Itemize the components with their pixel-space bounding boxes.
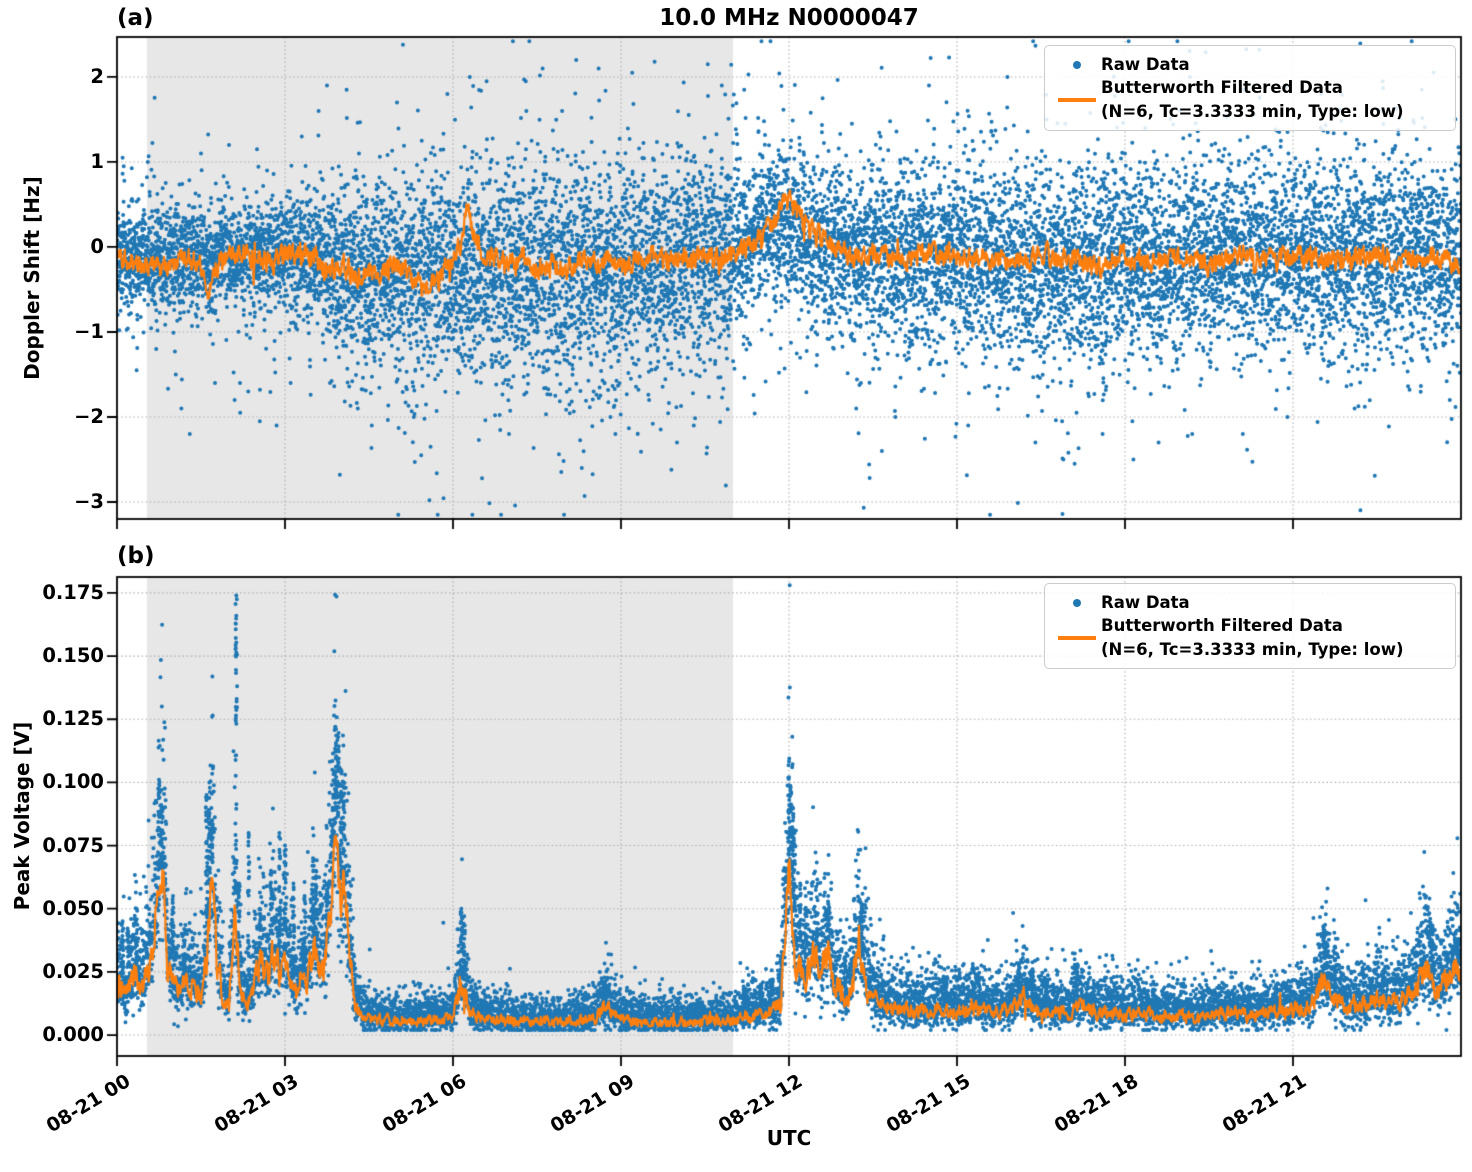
panel-a-ytick-label: −2 [74,404,104,428]
panel-b-ytick-label: 0.125 [42,707,104,731]
figure-title: 10.0 MHz N0000047 [659,5,919,31]
legend-raw-label: Raw Data [1101,55,1190,74]
panel-b-ytick-label: 0.025 [42,959,104,983]
legend-entry-raw-data: Raw Data [1053,53,1445,76]
panel-a-ytick-label: 0 [90,234,104,258]
panel-a-ytick-label: −1 [74,319,104,343]
panel-b-ytick-label: 0.050 [42,896,104,920]
legend-filtered-label-line1: Butterworth Filtered Data [1101,78,1343,98]
legend-entry-filtered-data: Butterworth Filtered Data (N=6, Tc=3.333… [1053,614,1445,661]
x-axis-label: UTC [766,1126,812,1150]
panel-b-label: (b) [117,543,155,569]
panel-a-ytick-label: 1 [90,149,104,173]
legend-filtered-label-line2: (N=6, Tc=3.3333 min, Type: low) [1101,639,1404,659]
panel-a-legend: Raw Data Butterworth Filtered Data (N=6,… [1044,45,1456,132]
legend-entry-filtered-data: Butterworth Filtered Data (N=6, Tc=3.333… [1053,76,1445,123]
panel-a-ytick-label: 2 [90,64,104,88]
filtered-line-icon [1058,98,1096,102]
filtered-line-icon [1058,636,1096,640]
raw-data-dot-icon [1073,598,1081,607]
legend-entry-raw-data: Raw Data [1053,591,1445,614]
panel-b-ytick-label: 0.000 [42,1023,104,1047]
legend-filtered-label-line1: Butterworth Filtered Data [1101,616,1343,636]
panel-b-ytick-label: 0.075 [42,833,104,857]
panel-a-label: (a) [117,5,154,31]
legend-raw-label: Raw Data [1101,593,1190,612]
panel-b-ytick-label: 0.150 [42,644,104,668]
panel-b-legend: Raw Data Butterworth Filtered Data (N=6,… [1044,583,1456,670]
panel-b-ytick-label: 0.175 [42,580,104,604]
raw-data-dot-icon [1073,60,1081,69]
panel-a-ytick-label: −3 [74,489,104,513]
legend-filtered-label-line2: (N=6, Tc=3.3333 min, Type: low) [1101,101,1404,121]
panel-b-ytick-label: 0.100 [42,770,104,794]
